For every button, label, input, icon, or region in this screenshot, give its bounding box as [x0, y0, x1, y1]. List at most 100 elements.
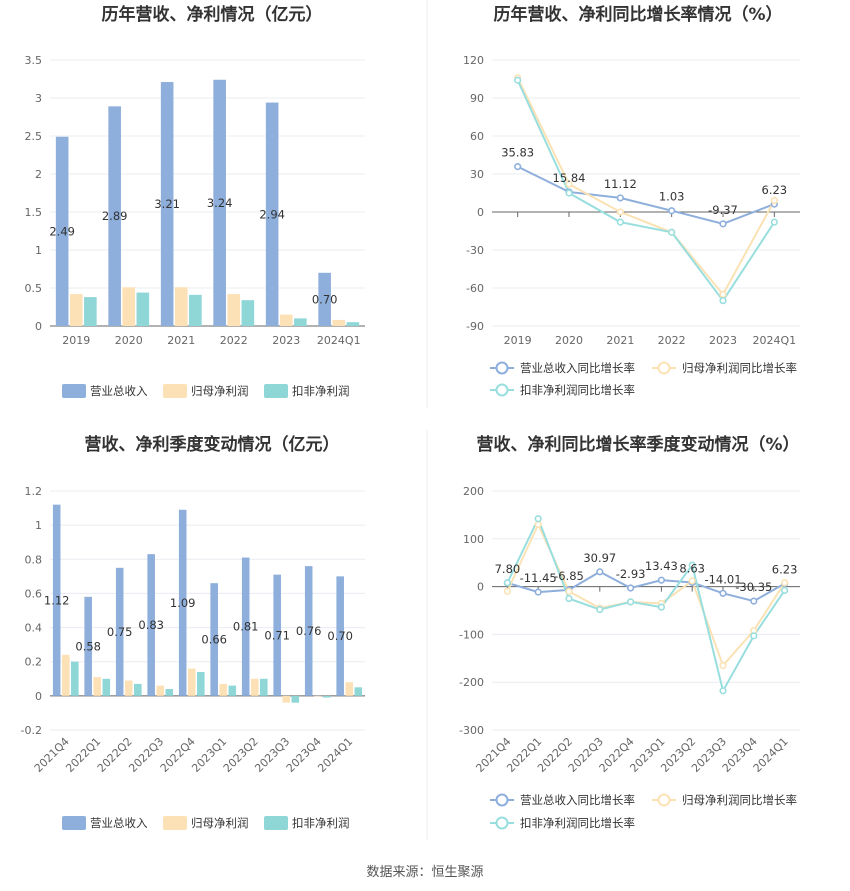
- data-point: [514, 163, 522, 171]
- x-tick-label: 2020: [115, 334, 143, 347]
- annual-revenue-profit-chart: 历年营收、净利情况（亿元） 0 0.5 1 1.5 2 2.5 3 3.5 2019 2020 202…: [25, 4, 365, 398]
- y-tick-label: 2: [35, 168, 42, 181]
- point-value-label: -14.01: [704, 572, 741, 586]
- bar-deducted-profit: [84, 297, 97, 326]
- y-tick-label: -0.2: [21, 724, 42, 737]
- legend-label: 归母净利润: [191, 384, 249, 398]
- series-line-deducted-profit: [506, 516, 786, 694]
- legend-swatch: [264, 384, 288, 398]
- data-point: [668, 228, 676, 236]
- bar-revenue: [55, 136, 69, 326]
- y-tick-label: 30: [470, 168, 484, 181]
- bar-revenue: [265, 102, 279, 326]
- legend-swatch: [62, 816, 86, 830]
- data-point: [750, 632, 758, 640]
- y-tick-label: 0.4: [25, 622, 43, 635]
- data-point: [534, 520, 542, 529]
- data-point: [514, 76, 522, 84]
- bar-revenue: [160, 82, 174, 326]
- data-point: [770, 218, 778, 226]
- bar-deducted-profit: [165, 689, 174, 696]
- bar-value-label: 3.24: [207, 196, 233, 210]
- legend-swatch: [163, 816, 187, 830]
- bar-value-label: 3.21: [154, 197, 180, 211]
- x-tick-label: 2020: [555, 334, 583, 347]
- bar-revenue: [84, 596, 92, 696]
- x-tick-label: 2021: [167, 334, 195, 347]
- bar-value-label: 2.89: [102, 209, 128, 223]
- point-value-label: 7.80: [495, 562, 521, 576]
- data-point: [719, 589, 727, 597]
- bar-deducted-profit: [354, 687, 363, 696]
- data-point: [719, 661, 727, 670]
- bar-deducted-profit: [294, 318, 307, 326]
- bar-net-profit: [227, 294, 241, 326]
- y-tick-label: 1: [35, 519, 42, 532]
- bar-revenue: [304, 566, 313, 696]
- bar-net-profit: [61, 654, 70, 696]
- data-point: [626, 584, 635, 592]
- data-point: [616, 208, 624, 216]
- data-point: [503, 587, 512, 595]
- legend-marker: [495, 383, 509, 397]
- bar-value-label: 1.12: [44, 593, 70, 607]
- x-tick-label: 2021: [606, 334, 634, 347]
- y-tick-label: 0.6: [25, 587, 43, 600]
- bar-value-label: 0.81: [233, 620, 259, 634]
- point-value-label: 8.63: [679, 561, 705, 575]
- legend-marker: [495, 793, 509, 807]
- data-point: [596, 568, 604, 576]
- data-source: 数据来源：恒生聚源: [366, 865, 483, 880]
- bar-net-profit: [156, 685, 165, 696]
- point-value-label: -9.37: [708, 203, 738, 217]
- bar-deducted-profit: [71, 661, 79, 696]
- legend-label: 归母净利润: [191, 816, 249, 830]
- data-point: [596, 605, 604, 614]
- y-tick-label: 0.2: [25, 656, 43, 669]
- bar-value-label: 0.66: [201, 633, 227, 647]
- y-tick-label: 0: [477, 206, 484, 219]
- data-point: [534, 588, 542, 596]
- bar-revenue: [210, 583, 218, 696]
- bar-revenue: [108, 106, 121, 326]
- bar-value-label: 0.76: [296, 624, 322, 638]
- point-value-label: -6.85: [554, 569, 584, 583]
- data-point: [780, 579, 789, 587]
- data-point: [565, 180, 573, 188]
- point-value-label: -2.93: [616, 567, 646, 581]
- series-line-revenue: [517, 165, 775, 225]
- legend-swatch: [62, 384, 86, 398]
- legend-label: 营业总收入同比增长率: [520, 361, 635, 375]
- legend-label: 营业总收入同比增长率: [520, 793, 635, 807]
- data-point: [750, 597, 758, 605]
- data-point: [626, 598, 635, 606]
- bar-net-profit: [279, 314, 293, 326]
- legend-marker: [495, 816, 509, 830]
- bar-value-label: 2.49: [49, 224, 75, 238]
- bar-revenue: [115, 567, 124, 696]
- point-value-label: 11.12: [604, 177, 637, 191]
- data-point: [503, 579, 512, 587]
- legend-label: 归母净利润同比增长率: [682, 793, 797, 807]
- chart-title: 营收、净利同比增长率季度变动情况（%）: [476, 434, 799, 455]
- chart-title: 历年营收、净利同比增长率情况（%）: [493, 4, 782, 25]
- legend-label: 归母净利润同比增长率: [682, 361, 797, 375]
- data-point: [616, 194, 624, 202]
- bar-revenue: [241, 557, 250, 696]
- bar-net-profit: [187, 668, 196, 696]
- bar-value-label: 2.94: [259, 207, 285, 221]
- bar-revenue: [178, 509, 187, 696]
- x-tick-label: 2022: [658, 334, 686, 347]
- bar-net-profit: [313, 695, 322, 697]
- point-value-label: -11.45: [520, 571, 557, 585]
- point-value-label: 35.83: [501, 146, 534, 160]
- y-tick-label: 120: [463, 54, 484, 67]
- bar-revenue: [147, 554, 155, 696]
- bar-net-profit: [282, 695, 291, 703]
- y-tick-label: -100: [459, 628, 484, 641]
- point-value-label: 1.03: [659, 190, 685, 204]
- data-point: [565, 189, 573, 197]
- bar-deducted-profit: [346, 322, 360, 326]
- bar-revenue: [318, 272, 331, 326]
- y-tick-label: -300: [459, 724, 484, 737]
